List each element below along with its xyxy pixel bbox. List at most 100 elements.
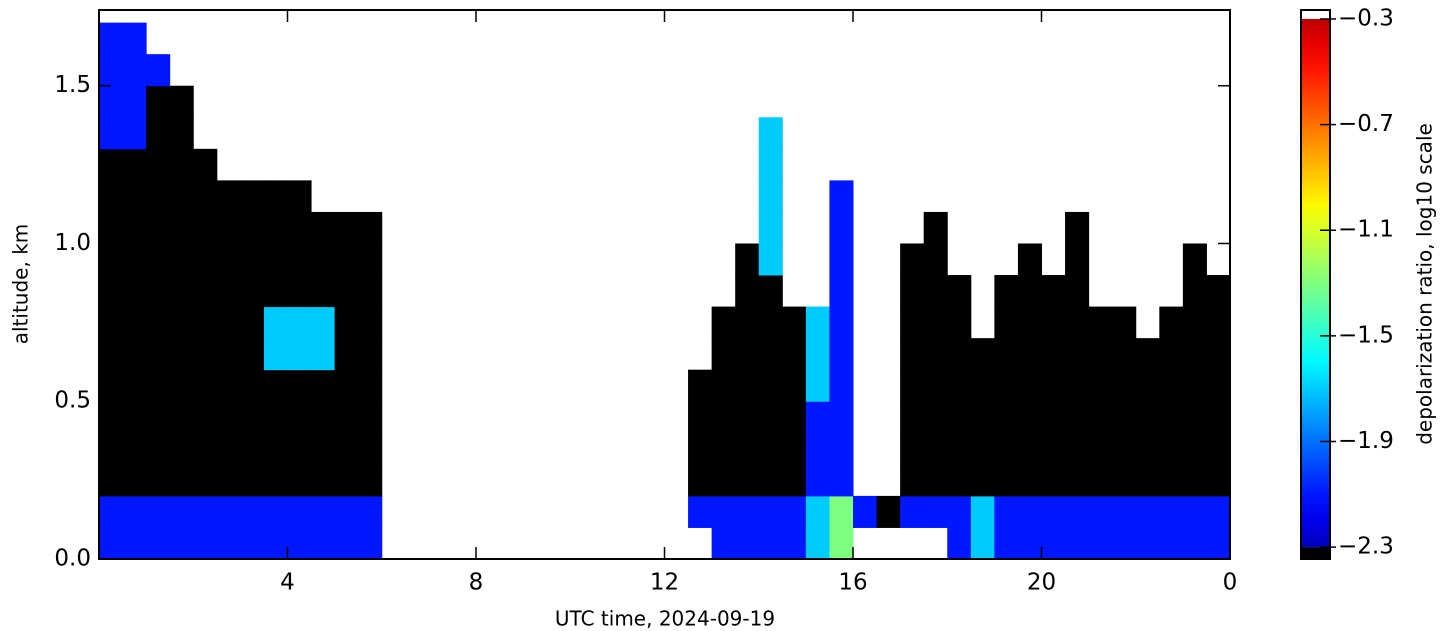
- heatmap-cell: [99, 148, 124, 181]
- heatmap-cell: [240, 211, 265, 244]
- heatmap-cell: [122, 275, 147, 308]
- heatmap-cell: [688, 369, 713, 402]
- y-tick-label: 1.5: [54, 72, 91, 98]
- heatmap-cell: [1017, 464, 1042, 497]
- heatmap-cell: [1182, 401, 1207, 434]
- heatmap-cell: [805, 401, 830, 434]
- heatmap-cell: [758, 306, 783, 339]
- heatmap-cell: [122, 401, 147, 434]
- heatmap-cell: [782, 464, 807, 497]
- heatmap-cell: [1112, 401, 1137, 434]
- heatmap-cell: [1135, 495, 1160, 528]
- heatmap-cell: [334, 275, 359, 308]
- heatmap-cell: [99, 338, 124, 371]
- heatmap-cell: [169, 432, 194, 465]
- colorbar-tick-label: −1.9: [1338, 428, 1394, 454]
- heatmap-cell: [782, 401, 807, 434]
- heatmap-cell: [900, 275, 925, 308]
- heatmap-cell: [758, 338, 783, 371]
- heatmap-cell: [240, 401, 265, 434]
- heatmap-cell: [146, 243, 171, 276]
- heatmap-cell: [263, 464, 288, 497]
- colorbar-label: depolarization ratio, log10 scale: [1413, 123, 1437, 445]
- heatmap-cell: [782, 338, 807, 371]
- heatmap-cell: [994, 306, 1019, 339]
- heatmap-cell: [287, 432, 312, 465]
- heatmap-cell: [287, 369, 312, 402]
- heatmap-cell: [900, 306, 925, 339]
- colorbar-tick-label: −0.3: [1338, 5, 1394, 31]
- heatmap-cell: [146, 306, 171, 339]
- heatmap-cell: [193, 243, 218, 276]
- heatmap-cell: [1065, 401, 1090, 434]
- heatmap-cell: [829, 464, 854, 497]
- heatmap-cell: [122, 85, 147, 118]
- heatmap-cell: [1206, 495, 1231, 528]
- heatmap-cell: [758, 527, 783, 560]
- heatmap-cell: [334, 369, 359, 402]
- heatmap-cell: [122, 22, 147, 55]
- heatmap-cell: [1065, 211, 1090, 244]
- heatmap-cell: [146, 180, 171, 213]
- heatmap-cell: [122, 464, 147, 497]
- heatmap-cell: [1112, 464, 1137, 497]
- heatmap-cell: [311, 432, 336, 465]
- heatmap-cell: [311, 495, 336, 528]
- heatmap-cell: [711, 464, 736, 497]
- heatmap-cell: [122, 369, 147, 402]
- heatmap-cell: [122, 117, 147, 150]
- heatmap-cell: [146, 369, 171, 402]
- heatmap-cell: [287, 338, 312, 371]
- heatmap-cell: [263, 211, 288, 244]
- heatmap-cell: [287, 211, 312, 244]
- heatmap-cell: [1159, 401, 1184, 434]
- heatmap-cell: [193, 148, 218, 181]
- heatmap-cell: [193, 275, 218, 308]
- heatmap-cell: [1206, 338, 1231, 371]
- heatmap-cell: [1041, 338, 1066, 371]
- heatmap-cell: [782, 432, 807, 465]
- heatmap-cell: [1112, 495, 1137, 528]
- colorbar-frame: [1300, 9, 1331, 560]
- heatmap-cell: [735, 401, 760, 434]
- heatmap-cell: [970, 464, 995, 497]
- y-axis-label: altitude, km: [9, 224, 33, 345]
- heatmap-cell: [358, 432, 383, 465]
- heatmap-cell: [947, 495, 972, 528]
- heatmap-cell: [1017, 338, 1042, 371]
- heatmap-cell: [240, 243, 265, 276]
- heatmap-cell: [169, 401, 194, 434]
- heatmap-cell: [994, 464, 1019, 497]
- heatmap-cell: [193, 306, 218, 339]
- heatmap-cell: [947, 306, 972, 339]
- heatmap-cell: [240, 495, 265, 528]
- heatmap-cell: [947, 401, 972, 434]
- heatmap-cell: [1182, 306, 1207, 339]
- heatmap-cell: [970, 495, 995, 528]
- heatmap-cell: [358, 243, 383, 276]
- heatmap-cell: [900, 243, 925, 276]
- heatmap-cell: [99, 117, 124, 150]
- heatmap-cell: [688, 464, 713, 497]
- heatmap-cell: [1206, 401, 1231, 434]
- heatmap-cell: [1135, 401, 1160, 434]
- heatmap-cell: [688, 432, 713, 465]
- heatmap-cell: [758, 369, 783, 402]
- heatmap-cell: [1065, 432, 1090, 465]
- heatmap-cell: [1135, 369, 1160, 402]
- heatmap-cell: [169, 85, 194, 118]
- heatmap: [99, 22, 1231, 560]
- heatmap-cell: [1065, 369, 1090, 402]
- heatmap-cell: [287, 243, 312, 276]
- heatmap-cell: [829, 369, 854, 402]
- heatmap-cell: [1182, 338, 1207, 371]
- heatmap-cell: [263, 527, 288, 560]
- heatmap-cell: [240, 464, 265, 497]
- heatmap-cell: [146, 338, 171, 371]
- heatmap-cell: [287, 495, 312, 528]
- x-tick-label: 4: [280, 570, 295, 596]
- heatmap-cell: [735, 338, 760, 371]
- heatmap-cell: [287, 180, 312, 213]
- heatmap-cell: [240, 527, 265, 560]
- heatmap-cell: [146, 211, 171, 244]
